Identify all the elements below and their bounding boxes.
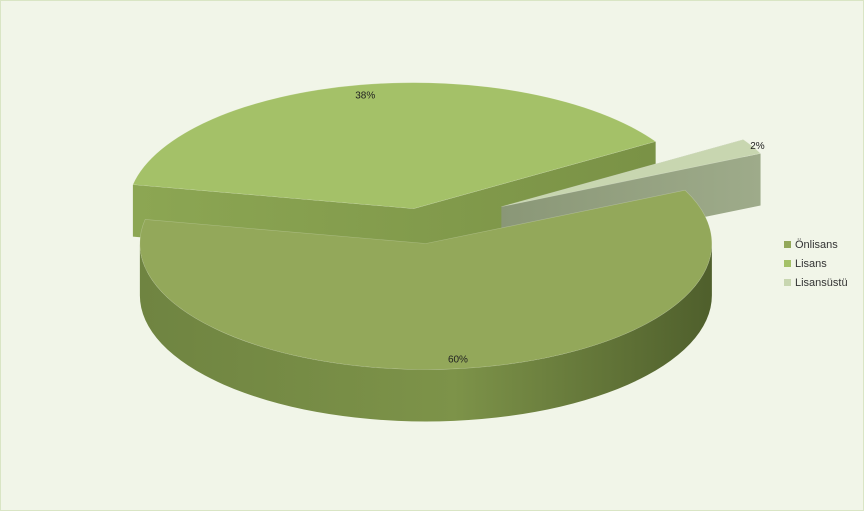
data-label-lisans: 38%	[355, 91, 375, 102]
legend: Önlisans Lisans Lisansüstü	[784, 235, 848, 292]
legend-label-lisans: Lisans	[795, 257, 827, 270]
legend-swatch-lisansustu	[784, 279, 791, 286]
data-label-onlisans: 60%	[448, 355, 468, 366]
slice-lisansustu	[501, 139, 762, 207]
legend-item-lisansustu: Lisansüstü	[784, 273, 848, 292]
slice-lisans	[132, 82, 657, 209]
data-label-lisansustu: 2%	[750, 141, 765, 152]
legend-swatch-onlisans	[784, 241, 791, 248]
legend-swatch-lisans	[784, 260, 791, 267]
legend-label-lisansustu: Lisansüstü	[795, 276, 848, 289]
legend-item-lisans: Lisans	[784, 254, 848, 273]
slice-onlisans	[139, 189, 713, 370]
legend-item-onlisans: Önlisans	[784, 235, 848, 254]
legend-label-onlisans: Önlisans	[795, 238, 838, 251]
